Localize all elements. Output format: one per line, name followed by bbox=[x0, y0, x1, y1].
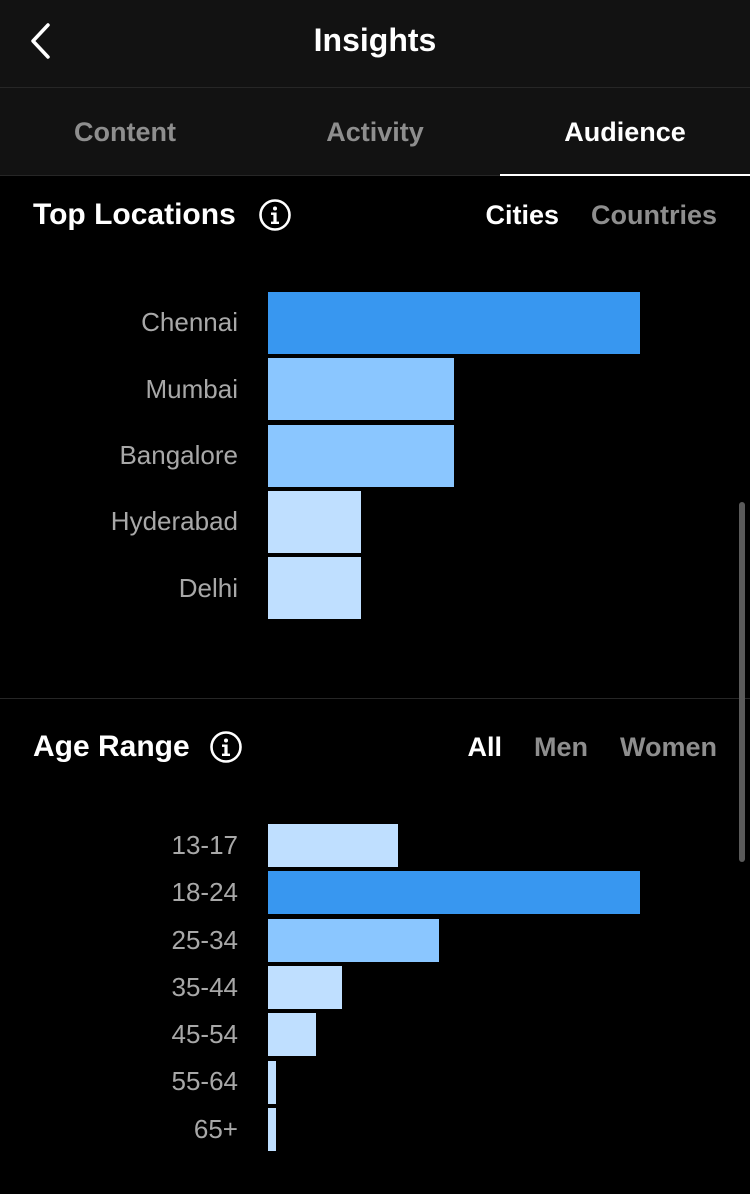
bar bbox=[268, 358, 454, 421]
bar-label: 55-64 bbox=[171, 1066, 239, 1097]
nav-bar: Insights bbox=[0, 0, 750, 88]
back-button[interactable] bbox=[18, 16, 62, 66]
chevron-left-icon bbox=[31, 23, 50, 59]
bar bbox=[268, 1013, 316, 1057]
filter-cities[interactable]: Cities bbox=[485, 200, 559, 230]
bar-label: 65+ bbox=[193, 1113, 238, 1144]
bar-label: 45-54 bbox=[171, 1019, 239, 1050]
info-icon[interactable] bbox=[209, 730, 243, 764]
bar-label: Chennai bbox=[141, 307, 238, 338]
tab-content[interactable]: Content bbox=[74, 117, 176, 147]
location-filters: Cities Countries bbox=[485, 200, 717, 231]
age-filters: All Men Women bbox=[467, 732, 717, 763]
top-locations-title: Top Locations bbox=[33, 198, 236, 231]
bar-label: Bangalore bbox=[119, 440, 238, 470]
bar-label: 13-17 bbox=[171, 829, 239, 860]
bar bbox=[268, 1107, 276, 1151]
filter-all[interactable]: All bbox=[467, 732, 502, 762]
bar bbox=[268, 1060, 276, 1104]
bar-label: 18-24 bbox=[171, 877, 239, 908]
bar bbox=[268, 824, 398, 867]
filter-countries[interactable]: Countries bbox=[590, 200, 717, 230]
bar bbox=[268, 424, 454, 487]
bar bbox=[268, 490, 361, 553]
top-locations-chart: Chennai Mumbai Bangalore Hyderabad Delhi bbox=[0, 292, 750, 622]
scrollbar[interactable] bbox=[739, 502, 745, 862]
bar-label: Delhi bbox=[178, 572, 238, 603]
tab-bar: Content Activity Audience bbox=[0, 88, 750, 176]
bar bbox=[268, 292, 640, 354]
filter-men[interactable]: Men bbox=[533, 732, 588, 762]
age-range-header: Age Range All Men Women bbox=[0, 720, 750, 780]
filter-women[interactable]: Women bbox=[619, 732, 717, 762]
bar-label: 25-34 bbox=[171, 924, 239, 955]
age-range-chart: 13-17 18-24 25-34 35-44 45-54 55-64 65+ bbox=[0, 824, 750, 1154]
bar-label: Mumbai bbox=[145, 373, 238, 404]
bar-label: Hyderabad bbox=[110, 506, 238, 537]
age-range-title: Age Range bbox=[33, 730, 190, 763]
info-icon[interactable] bbox=[258, 198, 292, 232]
bar bbox=[268, 918, 439, 962]
bar bbox=[268, 871, 640, 915]
bar bbox=[268, 965, 342, 1009]
tab-audience[interactable]: Audience bbox=[500, 88, 750, 176]
tab-activity[interactable]: Activity bbox=[326, 117, 424, 147]
bar-label: 35-44 bbox=[171, 971, 239, 1002]
section-divider bbox=[0, 698, 750, 699]
top-locations-header: Top Locations Cities Countries bbox=[0, 188, 750, 248]
page-title: Insights bbox=[313, 22, 437, 58]
bar bbox=[268, 557, 361, 620]
